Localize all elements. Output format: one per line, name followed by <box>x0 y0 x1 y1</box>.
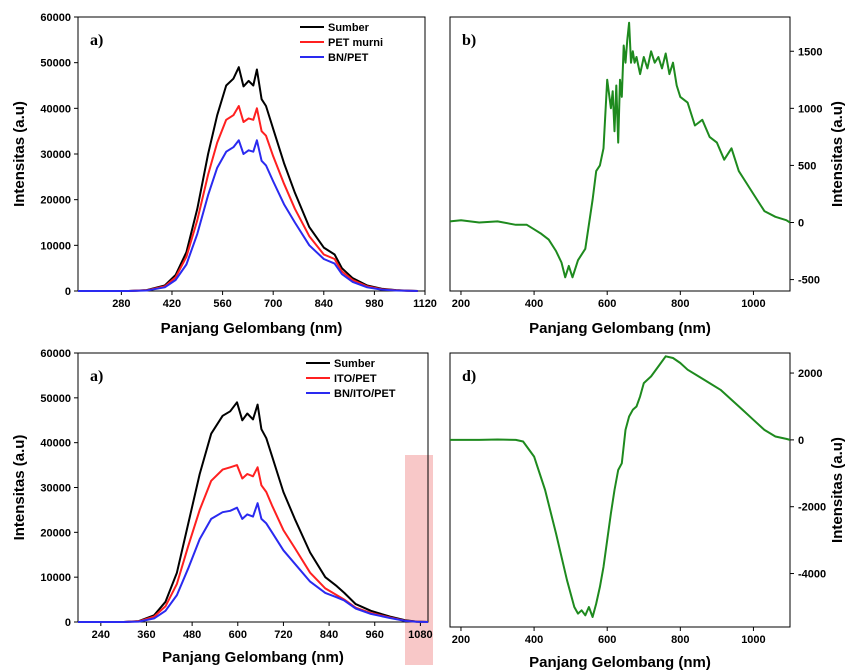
x-tick-label: 240 <box>92 629 110 641</box>
x-tick-label: 840 <box>320 629 338 641</box>
y-tick-label: 60000 <box>40 348 71 360</box>
y-tick-label: 30000 <box>40 149 71 161</box>
y-tick-label: 0 <box>798 435 804 447</box>
y-tick-label: 0 <box>798 218 804 230</box>
y-tick-label: -2000 <box>798 502 826 514</box>
x-tick-label: 200 <box>452 298 470 310</box>
x-axis-label: Panjang Gelombang (nm) <box>162 649 344 666</box>
y-axis-label: Intensitas (a.u) <box>829 101 846 207</box>
x-tick-label: 800 <box>671 298 689 310</box>
x-axis-label: Panjang Gelombang (nm) <box>529 654 711 671</box>
y-tick-label: 0 <box>65 286 71 298</box>
panel-label: a) <box>90 368 103 385</box>
x-tick-label: 600 <box>598 634 616 646</box>
y-tick-label: 1000 <box>798 103 822 115</box>
axes: 200 400 600 800 1000 -4000 -2000 0 2000 <box>452 368 826 646</box>
y-tick-label: 50000 <box>40 393 71 405</box>
panel-b: 200 400 600 800 1000 -500 0 500 1000 1500 b) Panj… <box>449 16 846 337</box>
y-tick-label: 10000 <box>40 572 71 584</box>
legend-label-bn-pet: BN/PET <box>328 52 369 64</box>
plot-frame <box>449 16 791 292</box>
y-tick-label: -4000 <box>798 569 826 581</box>
y-tick-label: 1500 <box>798 46 822 58</box>
panel-a-top: 280 420 560 700 840 980 1120 0 10000 20000 30000 40… <box>11 12 437 337</box>
series-line-ito-pet <box>78 464 429 623</box>
panel-d: 200 400 600 800 1000 -4000 -2000 0 2000 d) Panja… <box>449 352 846 671</box>
series-lines <box>78 66 418 292</box>
x-tick-label: 960 <box>366 629 384 641</box>
panel-a-bottom: 240 360 480 600 720 840 960 1080 0 10000 20000 3000… <box>11 348 433 666</box>
legend-label-bn-ito-pet: BN/ITO/PET <box>334 388 396 400</box>
x-axis-label: Panjang Gelombang (nm) <box>161 320 343 337</box>
panel-label: d) <box>462 368 476 385</box>
legend: Sumber ITO/PET BN/ITO/PET <box>306 358 396 400</box>
panel-label: a) <box>90 32 103 49</box>
series-line-sumber <box>78 66 418 292</box>
axes: 200 400 600 800 1000 -500 0 500 1000 1500 <box>452 46 823 310</box>
x-tick-label: 560 <box>213 298 231 310</box>
x-tick-label: 200 <box>452 634 470 646</box>
series-line-pet-murni <box>78 105 418 292</box>
series-lines <box>450 355 791 618</box>
y-axis-label: Intensitas (a.u) <box>829 437 846 543</box>
y-tick-label: 500 <box>798 160 816 172</box>
x-tick-label: 720 <box>274 629 292 641</box>
x-tick-label: 700 <box>264 298 282 310</box>
x-axis-label: Panjang Gelombang (nm) <box>529 320 711 337</box>
x-tick-label: 600 <box>598 298 616 310</box>
y-tick-label: 40000 <box>40 438 71 450</box>
series-line-sumber <box>78 401 429 623</box>
series-line-bn-ito-pet <box>78 502 429 623</box>
x-tick-label: 1080 <box>408 629 432 641</box>
y-tick-label: 2000 <box>798 368 822 380</box>
x-tick-label: 1120 <box>413 298 437 310</box>
x-tick-label: 480 <box>183 629 201 641</box>
x-tick-label: 280 <box>112 298 130 310</box>
x-tick-label: 360 <box>137 629 155 641</box>
x-tick-label: 1000 <box>741 298 765 310</box>
x-tick-label: 400 <box>525 634 543 646</box>
y-tick-label: 20000 <box>40 527 71 539</box>
panel-label: b) <box>462 32 476 49</box>
legend-label-sumber: Sumber <box>328 22 370 34</box>
legend: Sumber PET murni BN/PET <box>300 22 383 64</box>
legend-label-pet-murni: PET murni <box>328 37 383 49</box>
x-tick-label: 1000 <box>741 634 765 646</box>
x-tick-label: 840 <box>315 298 333 310</box>
legend-label-ito-pet: ITO/PET <box>334 373 377 385</box>
x-tick-label: 600 <box>229 629 247 641</box>
series-lines <box>449 21 791 279</box>
axes: 280 420 560 700 840 980 1120 0 10000 20000 30000 40… <box>40 12 437 310</box>
y-tick-label: 20000 <box>40 195 71 207</box>
y-axis-label: Intensitas (a.u) <box>11 435 28 541</box>
series-line-series-0 <box>449 21 791 279</box>
y-tick-label: -500 <box>798 275 820 287</box>
x-tick-label: 420 <box>163 298 181 310</box>
x-tick-label: 980 <box>365 298 383 310</box>
legend-label-sumber: Sumber <box>334 358 376 370</box>
y-tick-label: 0 <box>65 617 71 629</box>
series-lines <box>78 401 429 623</box>
y-tick-label: 40000 <box>40 103 71 115</box>
series-line-series-0 <box>450 355 791 618</box>
y-axis-label: Intensitas (a.u) <box>11 101 28 207</box>
series-line-bn-pet <box>78 139 418 292</box>
y-tick-label: 10000 <box>40 240 71 252</box>
plot-frame <box>77 16 426 292</box>
y-tick-label: 60000 <box>40 12 71 24</box>
y-tick-label: 30000 <box>40 483 71 495</box>
plot-frame <box>449 352 791 628</box>
x-tick-label: 400 <box>525 298 543 310</box>
y-tick-label: 50000 <box>40 58 71 70</box>
x-tick-label: 800 <box>671 634 689 646</box>
axes: 240 360 480 600 720 840 960 1080 0 10000 20000 3000… <box>40 348 432 641</box>
